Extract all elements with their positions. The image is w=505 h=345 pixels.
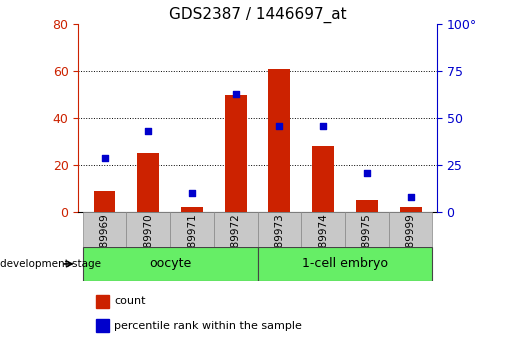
Text: count: count	[114, 296, 145, 306]
Bar	[356, 200, 378, 212]
Point	[144, 129, 153, 134]
Bar	[269, 69, 290, 212]
Text: GSM89970: GSM89970	[143, 213, 153, 270]
Point	[407, 194, 415, 200]
Text: development stage: development stage	[0, 259, 101, 269]
Text: GSM89969: GSM89969	[99, 213, 110, 270]
Bar	[399, 207, 422, 212]
Text: percentile rank within the sample: percentile rank within the sample	[114, 321, 302, 331]
Point	[188, 190, 196, 196]
Text: GSM89974: GSM89974	[318, 213, 328, 270]
Bar	[214, 212, 258, 247]
Point	[275, 123, 283, 128]
Text: GSM89975: GSM89975	[362, 213, 372, 270]
Point	[232, 91, 240, 97]
Bar	[225, 95, 246, 212]
Point	[100, 155, 109, 160]
Bar	[137, 154, 159, 212]
Point	[363, 170, 371, 176]
Bar	[126, 212, 170, 247]
Bar	[258, 212, 301, 247]
Bar	[312, 146, 334, 212]
Point	[319, 123, 327, 128]
Text: GSM89972: GSM89972	[231, 213, 241, 270]
Bar	[258, 247, 432, 281]
Bar	[170, 212, 214, 247]
Bar	[301, 212, 345, 247]
Bar	[389, 212, 432, 247]
Text: GSM89999: GSM89999	[406, 213, 416, 270]
Bar	[83, 212, 126, 247]
Text: oocyte: oocyte	[149, 257, 191, 270]
Bar	[93, 191, 116, 212]
Bar	[96, 295, 109, 308]
Text: 1-cell embryo: 1-cell embryo	[302, 257, 388, 270]
Bar	[83, 247, 258, 281]
Bar	[345, 212, 389, 247]
Text: GSM89973: GSM89973	[274, 213, 284, 270]
Text: GSM89971: GSM89971	[187, 213, 197, 270]
Bar	[96, 319, 109, 332]
Bar	[181, 207, 203, 212]
Title: GDS2387 / 1446697_at: GDS2387 / 1446697_at	[169, 7, 346, 23]
